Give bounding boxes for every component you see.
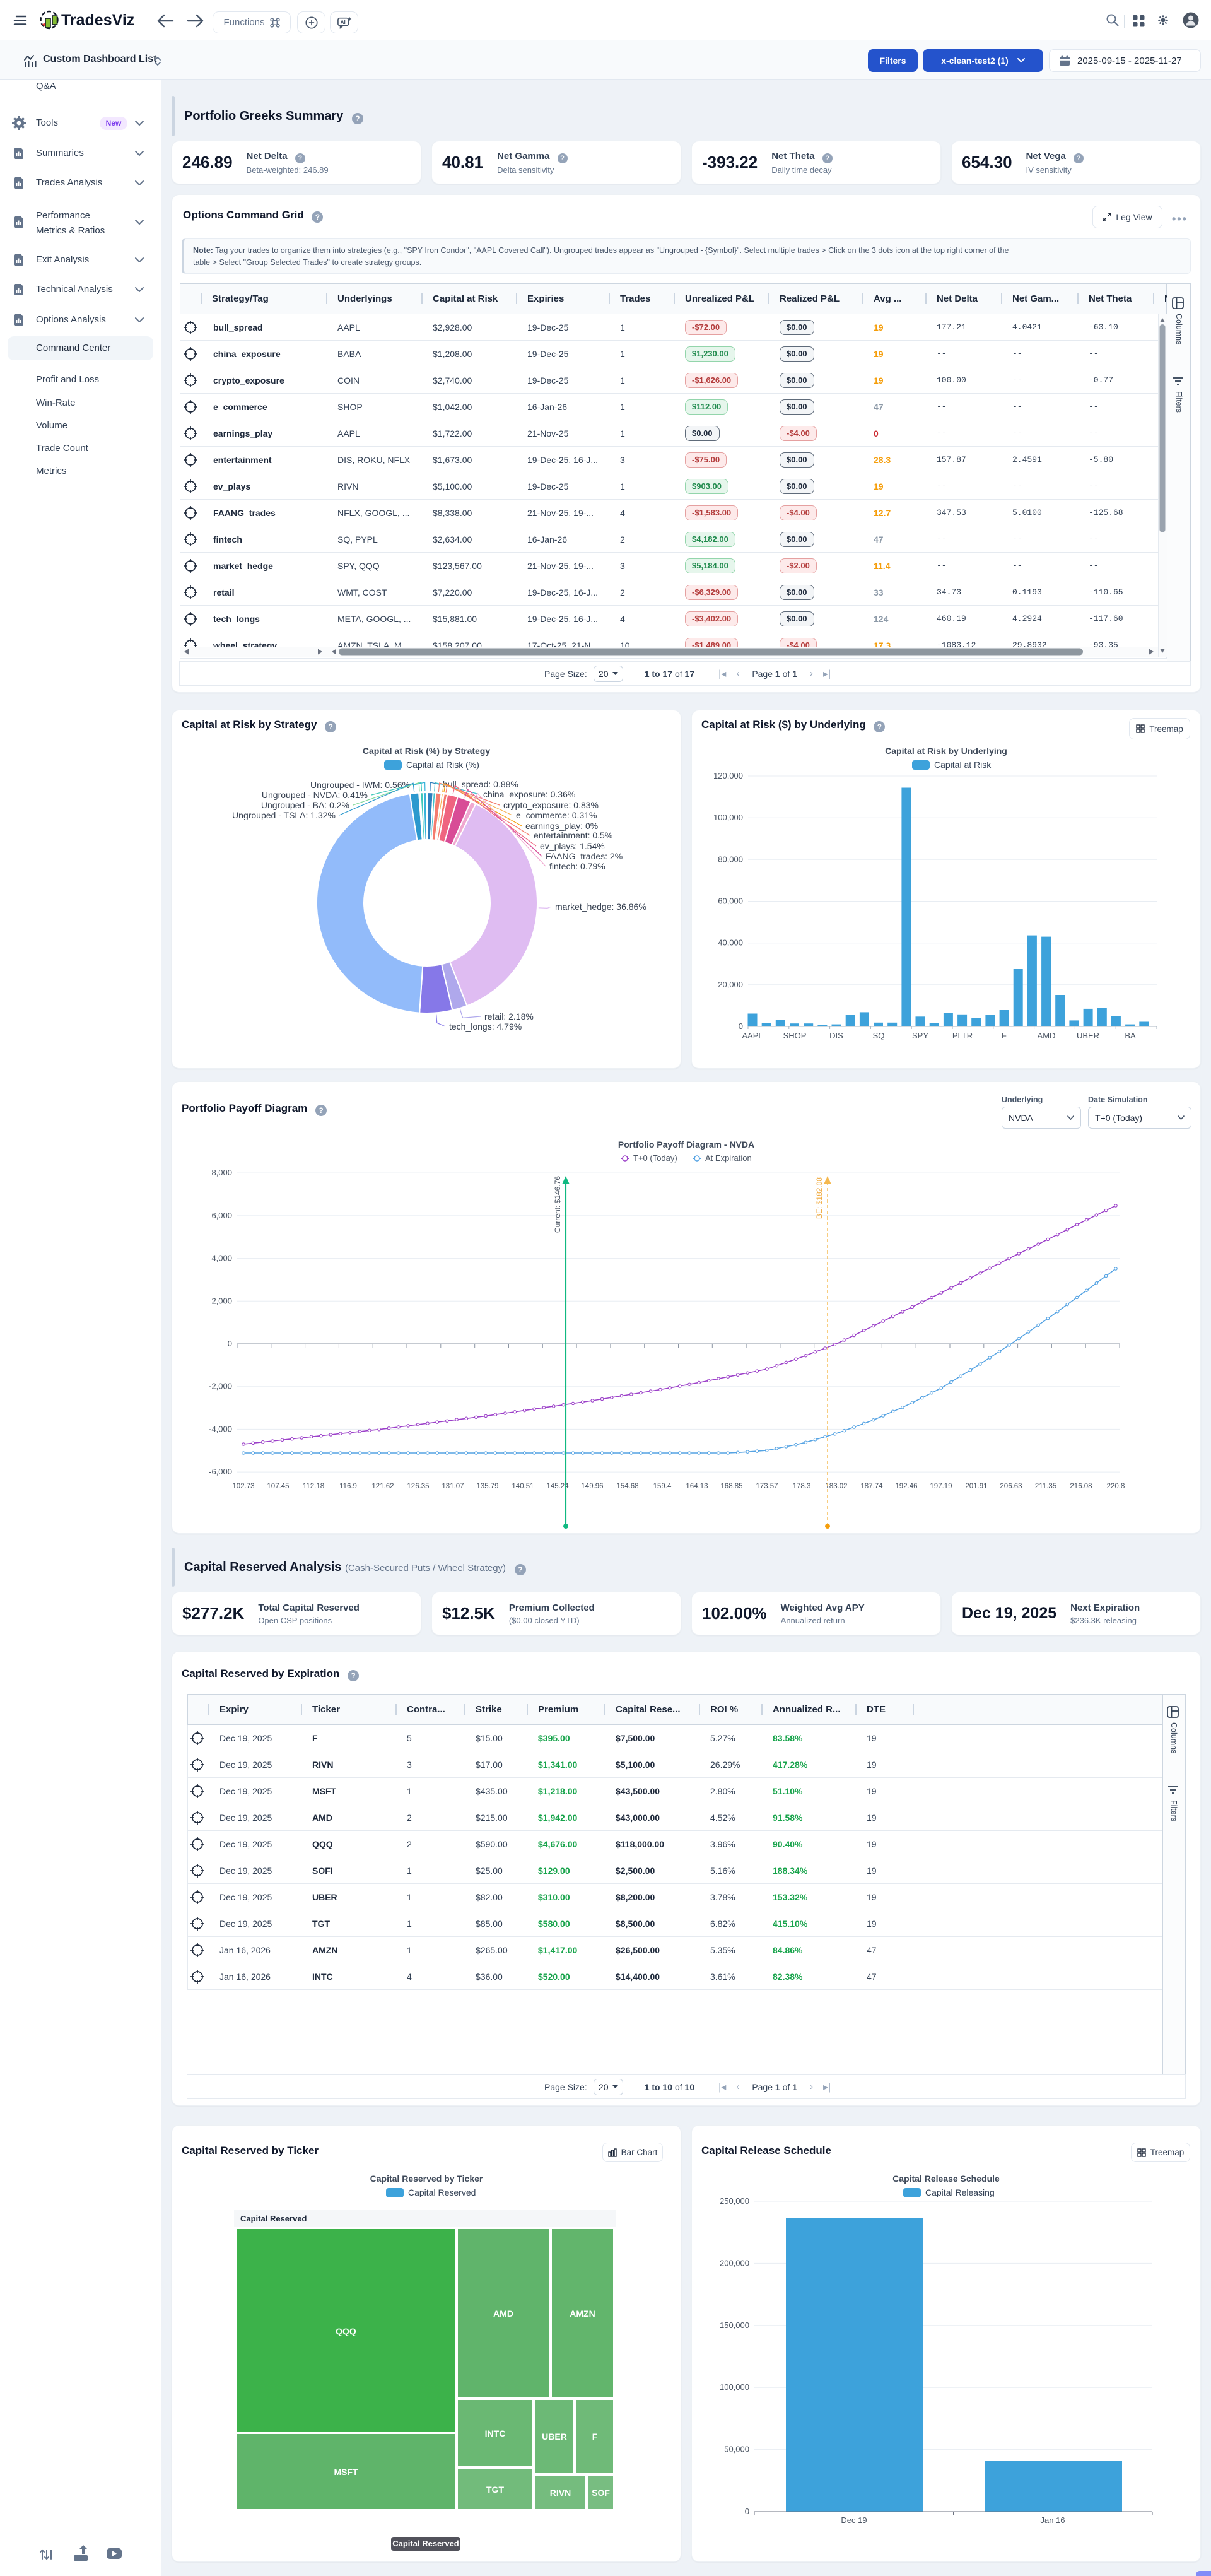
svg-text:fintech: 0.79%: fintech: 0.79% (549, 861, 606, 871)
svg-text:retail: 2.18%: retail: 2.18% (484, 1011, 534, 1021)
svg-text:0: 0 (228, 1339, 232, 1348)
svg-text:AAPL: AAPL (742, 1031, 763, 1040)
svg-text:102.73: 102.73 (232, 1483, 254, 1490)
svg-text:FAANG_trades: 2%: FAANG_trades: 2% (546, 851, 623, 861)
svg-text:Ungrouped - TSLA: 1.32%: Ungrouped - TSLA: 1.32% (232, 810, 336, 820)
svg-text:bull_spread: 0.88%: bull_spread: 0.88% (443, 779, 518, 789)
svg-text:6,000: 6,000 (211, 1211, 232, 1220)
svg-text:2,000: 2,000 (211, 1296, 232, 1305)
svg-text:-2,000: -2,000 (209, 1382, 232, 1391)
svg-text:SPY: SPY (912, 1031, 928, 1040)
svg-text:BA: BA (1125, 1031, 1136, 1040)
svg-text:AI: AI (340, 19, 345, 25)
svg-text:UBER: UBER (1077, 1031, 1099, 1040)
svg-text:60,000: 60,000 (718, 897, 743, 906)
svg-text:50,000: 50,000 (724, 2445, 749, 2454)
svg-text:market_hedge: 36.86%: market_hedge: 36.86% (555, 902, 646, 912)
svg-text:100,000: 100,000 (713, 813, 743, 822)
svg-text:20,000: 20,000 (718, 980, 743, 989)
svg-text:164.13: 164.13 (686, 1483, 708, 1490)
svg-text:earnings_play: 0%: earnings_play: 0% (525, 821, 598, 831)
svg-text:entertainment: 0.5%: entertainment: 0.5% (534, 830, 612, 840)
svg-text:80,000: 80,000 (718, 854, 743, 864)
svg-text:135.79: 135.79 (476, 1483, 498, 1490)
svg-text:201.91: 201.91 (965, 1483, 987, 1490)
svg-text:SHOP: SHOP (783, 1031, 807, 1040)
svg-text:120,000: 120,000 (713, 771, 743, 780)
svg-text:100,000: 100,000 (720, 2382, 749, 2392)
svg-text:112.18: 112.18 (303, 1483, 324, 1490)
svg-text:183.02: 183.02 (825, 1483, 847, 1490)
svg-text:T+0 (Today): T+0 (Today) (633, 1153, 677, 1163)
svg-text:206.63: 206.63 (1000, 1483, 1022, 1490)
svg-text:Ungrouped - NVDA: 0.41%: Ungrouped - NVDA: 0.41% (262, 790, 368, 800)
svg-text:SQ: SQ (873, 1031, 885, 1040)
svg-text:200,000: 200,000 (720, 2258, 749, 2267)
svg-text:4,000: 4,000 (211, 1254, 232, 1263)
svg-text:178.3: 178.3 (793, 1483, 811, 1490)
svg-text:PLTR: PLTR (952, 1031, 973, 1040)
svg-text:Dec 19: Dec 19 (841, 2515, 867, 2525)
svg-text:-4,000: -4,000 (209, 1424, 232, 1433)
svg-text:250,000: 250,000 (720, 2196, 749, 2206)
svg-text:211.35: 211.35 (1035, 1483, 1056, 1490)
svg-text:At Expiration: At Expiration (705, 1153, 752, 1163)
svg-text:121.62: 121.62 (371, 1483, 394, 1490)
svg-text:BE: $182.08: BE: $182.08 (815, 1177, 824, 1219)
svg-text:AMD: AMD (1038, 1031, 1056, 1040)
svg-text:154.68: 154.68 (616, 1483, 638, 1490)
svg-text:Ungrouped - IWM: 0.56%: Ungrouped - IWM: 0.56% (310, 780, 410, 790)
svg-text:Current: $146.76: Current: $146.76 (553, 1176, 562, 1233)
svg-text:107.45: 107.45 (267, 1483, 289, 1490)
svg-text:8,000: 8,000 (211, 1168, 232, 1177)
svg-text:e_commerce: 0.31%: e_commerce: 0.31% (516, 810, 597, 820)
svg-text:ev_plays: 1.54%: ev_plays: 1.54% (540, 841, 605, 851)
svg-text:DIS: DIS (829, 1031, 843, 1040)
svg-text:Jan 16: Jan 16 (1040, 2515, 1065, 2525)
svg-text:F: F (1002, 1031, 1007, 1040)
svg-text:145.24: 145.24 (546, 1483, 569, 1490)
svg-text:173.57: 173.57 (756, 1483, 778, 1490)
svg-text:-6,000: -6,000 (209, 1467, 232, 1476)
svg-text:159.4: 159.4 (653, 1483, 672, 1490)
svg-text:149.96: 149.96 (581, 1483, 603, 1490)
svg-text:126.35: 126.35 (407, 1483, 429, 1490)
svg-text:crypto_exposure: 0.83%: crypto_exposure: 0.83% (503, 800, 599, 810)
svg-text:china_exposure: 0.36%: china_exposure: 0.36% (483, 789, 575, 799)
svg-text:116.9: 116.9 (339, 1483, 357, 1490)
svg-text:192.46: 192.46 (895, 1483, 917, 1490)
svg-text:Ungrouped - BA: 0.2%: Ungrouped - BA: 0.2% (261, 800, 349, 810)
svg-text:216.08: 216.08 (1070, 1483, 1092, 1490)
svg-text:220.8: 220.8 (1107, 1483, 1125, 1490)
svg-text:0: 0 (739, 1021, 743, 1031)
svg-text:40,000: 40,000 (718, 938, 743, 948)
svg-text:187.74: 187.74 (860, 1483, 883, 1490)
svg-text:150,000: 150,000 (720, 2320, 749, 2330)
svg-text:tech_longs: 4.79%: tech_longs: 4.79% (449, 1021, 522, 1032)
svg-text:0: 0 (745, 2507, 749, 2516)
svg-text:168.85: 168.85 (720, 1483, 742, 1490)
svg-text:140.51: 140.51 (512, 1483, 534, 1490)
svg-text:131.07: 131.07 (442, 1483, 464, 1490)
svg-text:197.19: 197.19 (930, 1483, 952, 1490)
